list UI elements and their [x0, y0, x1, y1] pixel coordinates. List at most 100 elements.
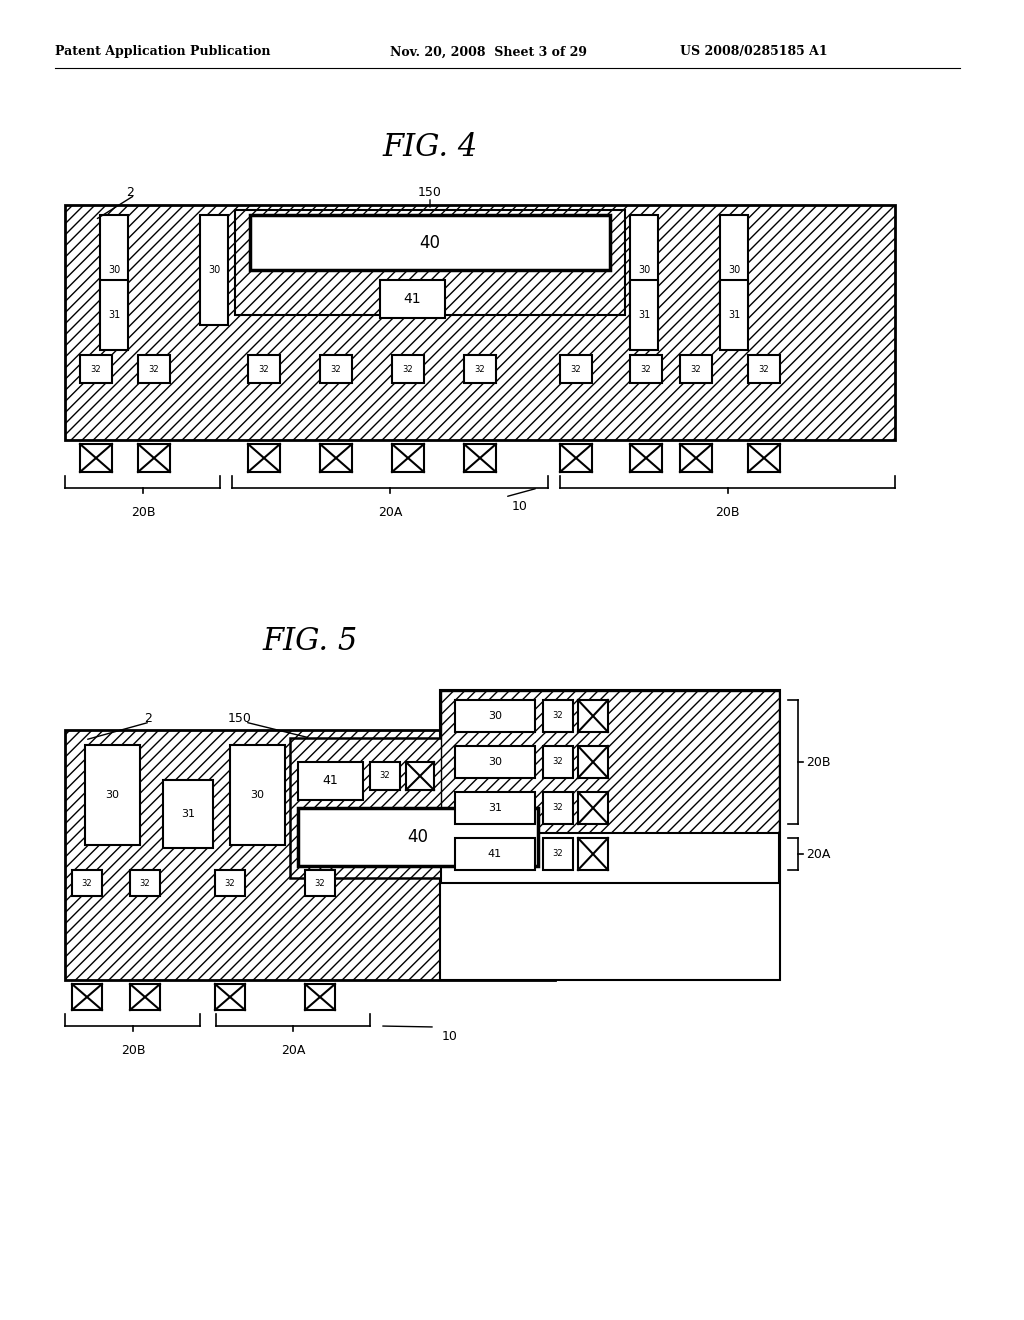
Bar [319, 444, 352, 473]
Bar [578, 700, 608, 733]
Text: 2: 2 [126, 186, 134, 198]
Text: 10: 10 [442, 1030, 458, 1043]
Bar [455, 792, 535, 824]
Bar [298, 762, 362, 800]
Text: 40: 40 [408, 828, 428, 846]
Text: 32: 32 [570, 364, 582, 374]
Bar [305, 870, 335, 896]
Text: 32: 32 [690, 364, 701, 374]
Bar [464, 444, 496, 473]
Text: 30: 30 [728, 265, 740, 275]
Bar [748, 444, 780, 473]
Text: 30: 30 [208, 265, 220, 275]
Bar [250, 215, 610, 271]
Bar [630, 280, 658, 350]
Text: 31: 31 [728, 310, 740, 319]
Bar [138, 444, 170, 473]
Bar [455, 700, 535, 733]
Text: 41: 41 [488, 849, 502, 859]
Text: 32: 32 [553, 758, 563, 767]
Bar [543, 746, 573, 777]
Bar [441, 690, 779, 836]
Text: FIG. 4: FIG. 4 [382, 132, 477, 164]
Bar [578, 838, 608, 870]
Bar [248, 444, 280, 473]
Text: 32: 32 [331, 364, 341, 374]
Bar [138, 355, 170, 383]
Text: 32: 32 [139, 879, 151, 887]
Bar [163, 780, 213, 847]
Text: 30: 30 [108, 265, 120, 275]
Bar [100, 215, 128, 325]
Bar [80, 355, 112, 383]
Bar [680, 444, 712, 473]
Text: 32: 32 [553, 711, 563, 721]
Bar [290, 738, 550, 878]
Bar [234, 210, 625, 315]
Bar [748, 355, 780, 383]
Bar [455, 746, 535, 777]
Bar [392, 355, 424, 383]
Text: 150: 150 [228, 711, 252, 725]
Bar [720, 280, 748, 350]
Bar [440, 690, 780, 979]
Bar [72, 983, 102, 1010]
Bar [543, 792, 573, 824]
Bar [560, 444, 592, 473]
Text: 41: 41 [323, 775, 338, 788]
Text: 150: 150 [418, 186, 442, 198]
Text: 32: 32 [380, 771, 390, 780]
Bar [248, 355, 280, 383]
Text: 30: 30 [105, 789, 120, 800]
Bar [578, 792, 608, 824]
Bar [406, 762, 434, 789]
Text: 32: 32 [82, 879, 92, 887]
Bar [370, 762, 400, 789]
Bar [441, 833, 779, 883]
Bar [215, 983, 245, 1010]
Bar [319, 355, 352, 383]
Text: 32: 32 [759, 364, 769, 374]
Text: 30: 30 [638, 265, 650, 275]
Bar [130, 983, 160, 1010]
Text: 20A: 20A [378, 506, 402, 519]
Text: 32: 32 [224, 879, 236, 887]
Bar [630, 215, 658, 325]
Bar [543, 838, 573, 870]
Text: 30: 30 [488, 756, 502, 767]
Text: 2: 2 [144, 711, 152, 725]
Bar [65, 730, 555, 979]
Bar [578, 746, 608, 777]
Bar [215, 870, 245, 896]
Bar [230, 744, 285, 845]
Text: 40: 40 [420, 234, 440, 252]
Bar [200, 215, 228, 325]
Text: 20B: 20B [806, 755, 830, 768]
Bar [100, 280, 128, 350]
Text: 32: 32 [314, 879, 326, 887]
Bar [298, 808, 538, 866]
Text: 20B: 20B [121, 1044, 145, 1057]
Text: 32: 32 [402, 364, 414, 374]
Bar [543, 700, 573, 733]
Bar [560, 355, 592, 383]
Bar [80, 444, 112, 473]
Bar [65, 205, 895, 440]
Text: Nov. 20, 2008  Sheet 3 of 29: Nov. 20, 2008 Sheet 3 of 29 [390, 45, 587, 58]
Text: US 2008/0285185 A1: US 2008/0285185 A1 [680, 45, 827, 58]
Text: 30: 30 [251, 789, 264, 800]
Text: 31: 31 [488, 803, 502, 813]
Bar [392, 444, 424, 473]
Bar [464, 355, 496, 383]
Bar [305, 983, 335, 1010]
Text: 20A: 20A [281, 1044, 305, 1057]
Text: 20B: 20B [131, 506, 156, 519]
Text: 10: 10 [512, 500, 528, 513]
Bar [680, 355, 712, 383]
Text: FIG. 5: FIG. 5 [262, 627, 357, 657]
Text: 32: 32 [91, 364, 101, 374]
Bar [720, 215, 748, 325]
Text: 32: 32 [259, 364, 269, 374]
Text: 32: 32 [641, 364, 651, 374]
Text: 31: 31 [638, 310, 650, 319]
